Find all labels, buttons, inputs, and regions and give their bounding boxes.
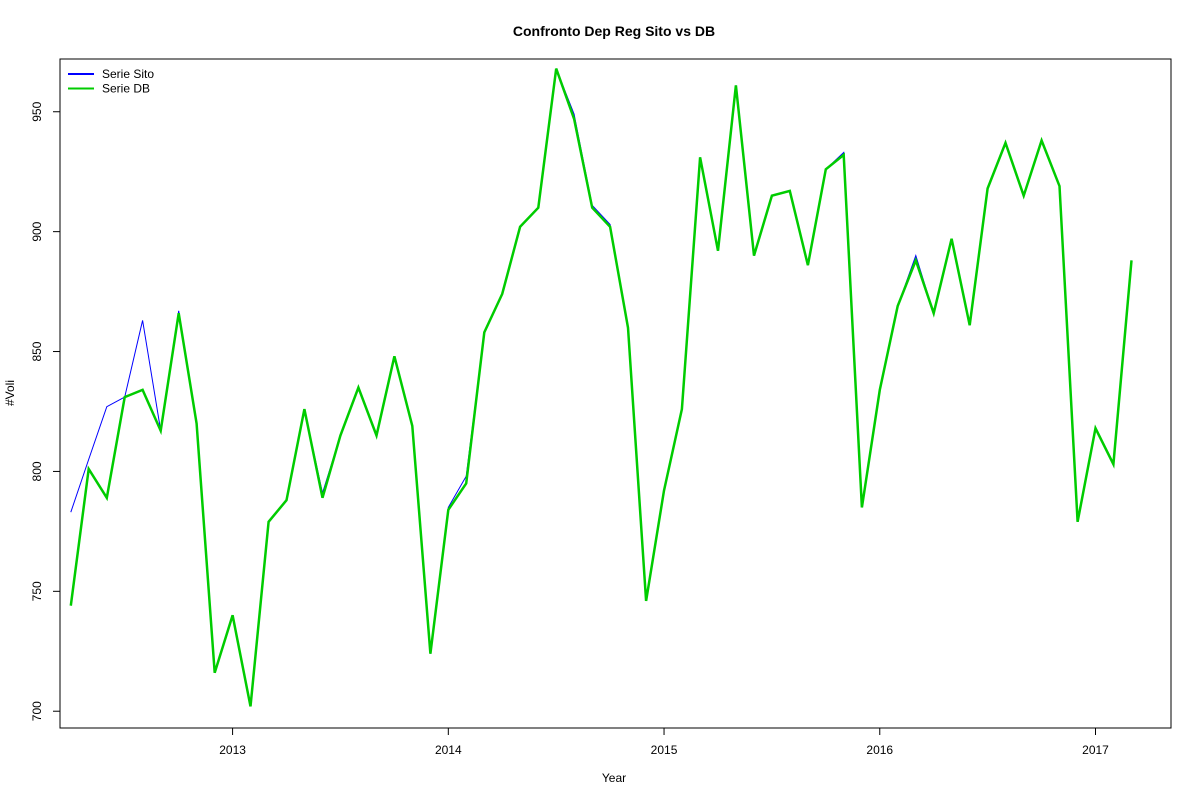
x-axis: 2013 2014 2015 2016 2017 <box>219 728 1109 757</box>
y-tick-label: 900 <box>30 221 44 241</box>
series-line-serie-sito <box>70 68 1132 707</box>
y-tick-label: 850 <box>30 341 44 361</box>
y-tick-label: 700 <box>30 701 44 721</box>
y-axis: 700 750 800 850 900 950 <box>30 101 60 721</box>
x-tick-label: 2016 <box>866 743 893 757</box>
plot-frame <box>59 58 1172 729</box>
y-tick-label: 750 <box>30 581 44 601</box>
x-tick-label: 2013 <box>219 743 246 757</box>
x-tick-label: 2015 <box>651 743 678 757</box>
legend-label: Serie DB <box>102 82 150 96</box>
y-axis-label: #Voli <box>3 380 17 406</box>
x-tick-label: 2017 <box>1082 743 1109 757</box>
series-line-serie-db <box>69 68 1133 707</box>
series-layer <box>69 68 1133 707</box>
y-tick-label: 800 <box>30 461 44 481</box>
legend-label: Serie Sito <box>102 67 154 81</box>
y-tick-label: 950 <box>30 101 44 121</box>
x-axis-label: Year <box>602 771 626 785</box>
chart-title: Confronto Dep Reg Sito vs DB <box>513 23 715 39</box>
x-tick-label: 2014 <box>435 743 462 757</box>
